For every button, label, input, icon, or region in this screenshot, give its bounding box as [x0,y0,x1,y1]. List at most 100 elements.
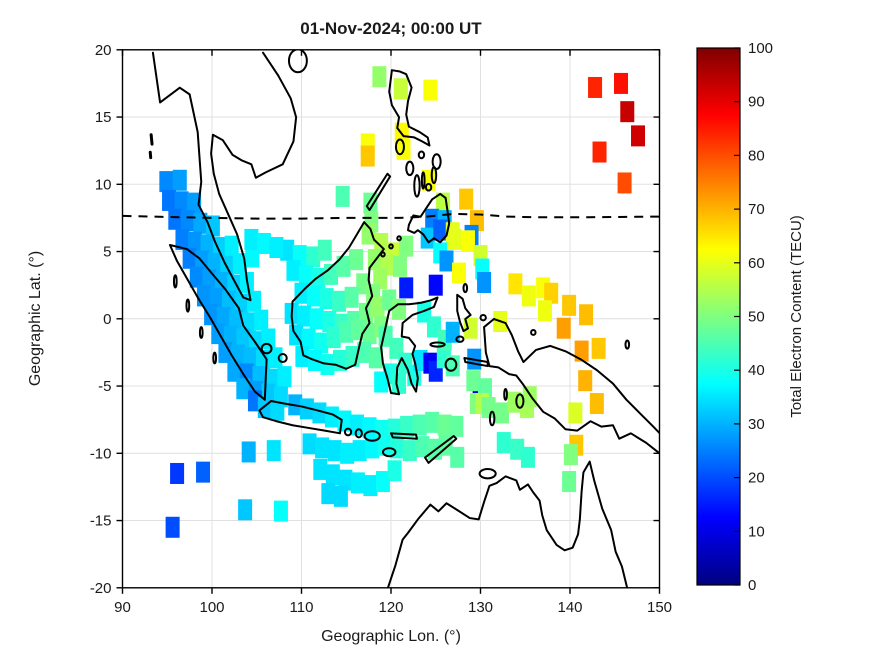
tec-cell [631,125,646,147]
tec-cell [326,327,341,349]
tec-cell [452,262,467,284]
tec-cell [520,446,535,468]
tec-cell [306,246,321,268]
x-tick-label: 140 [557,599,582,616]
coast-biak [531,330,535,335]
tec-cell [390,437,405,459]
coast-islet [200,327,203,338]
tec-cell [375,471,390,493]
tec-cell [477,271,492,293]
coast-bali [345,429,351,436]
tec-cell [392,298,407,320]
tec-cell [437,414,452,436]
coast-samar [433,154,441,169]
tec-cell [241,441,256,463]
coast-sulu-islet [397,236,401,240]
tec-cell [270,399,285,421]
tec-cell [460,230,475,252]
coast-indochina [153,53,296,300]
coast-negros [414,175,419,197]
tec-cell [350,472,365,494]
tec-cell [172,169,187,191]
tec-cell [344,286,359,308]
coast-kai [504,389,507,400]
tec-cell [268,347,283,369]
tec-cell [327,440,342,462]
tec-cell [466,370,481,392]
colorbar-label: Total Electron Content (TECU) [788,215,805,418]
tec-cell [360,145,375,167]
tec-cell [335,185,350,207]
tec-cell [568,402,583,424]
tec-cell [544,282,559,304]
tec-cell [315,437,330,459]
tec-cell [238,499,253,521]
tec-cell [556,317,571,339]
tec-cell [496,432,511,454]
tec-cell [174,191,189,213]
colorbar-tick-labels: 0 10 20 30 40 50 60 70 80 90 100 [748,40,773,594]
x-axis-label: Geographic Lon. (°) [321,628,461,645]
tec-cell [223,325,238,347]
coast-aru [516,394,523,407]
tec-cells-layer [159,66,646,538]
tec-cell [361,223,376,245]
tec-cell [209,288,224,310]
tec-cell [433,219,448,241]
coast-mindanao [408,194,449,242]
tec-cell [254,309,269,331]
tec-cell [243,347,258,369]
tec-cell [423,79,438,101]
grid-lines [122,49,660,589]
tec-cell [301,328,316,350]
tec-cell [374,371,389,393]
tec-cell [277,366,292,388]
coast-sulu-islet [381,252,385,256]
colorbar-tick-label: 30 [748,416,765,433]
tec-cell [298,265,313,287]
tec-cell [445,321,460,343]
tec-cell [214,271,229,293]
y-tick-label: -5 [98,378,111,395]
colorbar-tick-label: 0 [748,577,756,594]
tec-cell [372,66,387,88]
coast-lombok [356,429,362,437]
tec-cell [297,305,312,327]
coast-borneo [292,222,384,369]
tec-cell [333,485,348,507]
coast-hainan [289,49,307,72]
coast-sulawesi [381,297,437,394]
x-tick-label: 120 [378,599,403,616]
tec-cell [450,446,465,468]
tec-cell [368,347,383,369]
x-tick-label: 90 [114,599,131,616]
tec-cell [224,235,239,257]
tec-cell [205,215,220,237]
tec-cell [393,78,408,100]
tec-cell [592,141,607,163]
tec-cell [180,210,195,232]
coast-timor [425,436,456,463]
tec-cell [426,316,441,338]
colorbar-tick-label: 70 [748,201,765,218]
coast-melville [480,469,496,478]
tec-cell [236,328,251,350]
coast-halmahera [457,295,470,331]
coast-sulu-islet [389,244,393,248]
coast-waigeo [481,315,486,320]
tec-cell [307,285,322,307]
tec-cell [222,290,237,312]
coast-bohol [426,184,431,191]
tec-cell [227,274,242,296]
tec-cell [273,500,288,522]
tec-cell [562,471,577,493]
tec-cell [187,192,202,214]
coast-sumatra [170,245,267,400]
colorbar-tick-label: 60 [748,255,765,272]
tec-cell [256,232,271,254]
coast-sula-islands [430,343,444,347]
tec-cell [332,290,347,312]
axis-tick-labels: 90 100 110 120 130 140 150 -20 -15 -10 -5 0 5 10 15 20 [90,42,672,616]
